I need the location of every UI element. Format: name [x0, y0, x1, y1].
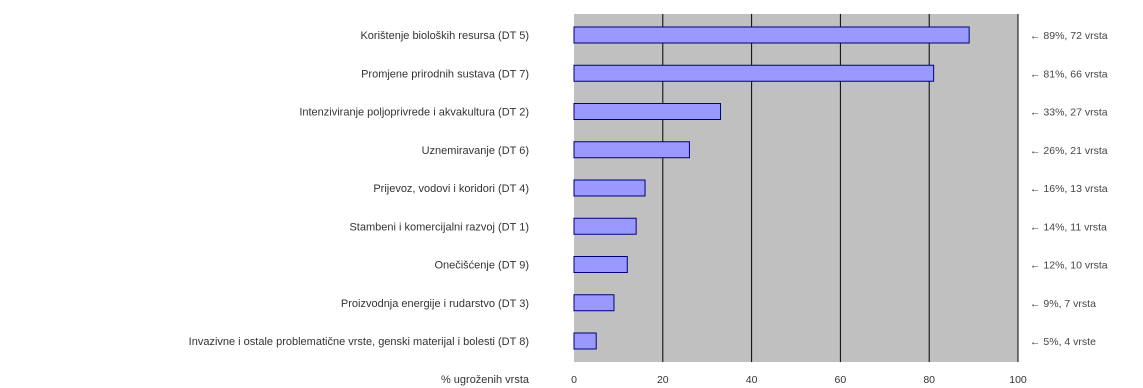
- bar: [573, 103, 722, 120]
- category-labels: Korištenje bioloških resursa (DT 5) Promj…: [189, 30, 529, 348]
- value-annotation: ← 9%, 7 vrsta: [1030, 298, 1096, 310]
- bar: [573, 141, 690, 159]
- value-annotation: ← 26%, 21 vrsta: [1030, 145, 1108, 157]
- x-tick-label: 60: [835, 374, 847, 386]
- value-annotations: ← 89%, 72 vrsta ← 81%, 66 vrsta ← 33%, 27 …: [1030, 30, 1108, 348]
- x-tick-label: 100: [1009, 374, 1027, 386]
- category-label: Onečišćenje (DT 9): [434, 260, 529, 272]
- category-label: Stambeni i komercijalni razvoj (DT 1): [349, 221, 529, 233]
- bar: [573, 256, 628, 273]
- value-annotation: ← 5%, 4 vrste: [1030, 336, 1096, 348]
- category-label: Intenziviranje poljoprivrede i akvakultu…: [299, 107, 529, 119]
- category-label: Promjene prirodnih sustava (DT 7): [361, 68, 529, 80]
- category-label: Uznemiravanje (DT 6): [422, 145, 529, 157]
- x-tick-label: 0: [571, 374, 577, 386]
- category-label: Invazivne i ostale problematične vrste, …: [189, 336, 529, 348]
- bar: [573, 217, 637, 235]
- x-tick-label: 40: [746, 374, 758, 386]
- x-axis-ticks: 0 20 40 60 80 100: [571, 374, 1027, 386]
- value-annotation: ← 33%, 27 vrsta: [1030, 107, 1108, 119]
- bars: [573, 26, 970, 350]
- bar: [573, 26, 970, 44]
- category-label: Korištenje bioloških resursa (DT 5): [360, 30, 529, 42]
- category-label: Prijevoz, vodovi i koridori (DT 4): [373, 183, 529, 195]
- bar: [573, 179, 646, 197]
- value-annotation: ← 14%, 11 vrsta: [1030, 221, 1107, 233]
- value-annotation: ← 16%, 13 vrsta: [1030, 183, 1108, 195]
- bar: [573, 294, 615, 312]
- x-axis-label: % ugroženih vrsta: [441, 374, 530, 386]
- category-label: Proizvodnja energije i rudarstvo (DT 3): [341, 298, 529, 310]
- bar: [573, 332, 597, 350]
- bar: [573, 64, 935, 82]
- value-annotation: ← 12%, 10 vrsta: [1030, 260, 1108, 272]
- value-annotation: ← 89%, 72 vrsta: [1030, 30, 1108, 42]
- x-tick-label: 20: [657, 374, 669, 386]
- value-annotation: ← 81%, 66 vrsta: [1030, 68, 1108, 80]
- x-tick-label: 80: [923, 374, 935, 386]
